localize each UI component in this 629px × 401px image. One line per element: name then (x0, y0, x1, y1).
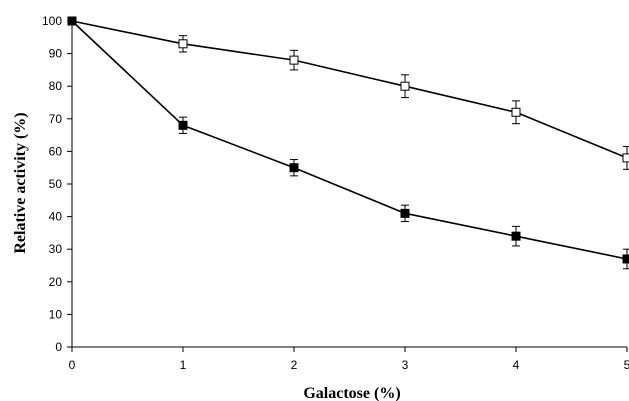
axes (71, 19, 627, 348)
y-axis-title: Relative activity (%) (12, 112, 29, 253)
open-square-marker (511, 107, 521, 117)
open-square-marker (289, 55, 299, 65)
x-axis-title: Galactose (%) (303, 385, 400, 401)
filled-square-marker (511, 231, 521, 241)
open-square-marker (400, 81, 410, 91)
y-tick-label: 0 (55, 340, 62, 354)
x-tick-label: 1 (180, 358, 187, 372)
filled-square-marker (400, 208, 410, 218)
series-open-square (67, 16, 629, 170)
axis-ticks: 0 10 20 30 40 50 60 70 80 90 100 0 1 2 3 4 5 (42, 14, 629, 372)
series-line (71, 20, 628, 260)
y-tick-label: 70 (49, 112, 63, 126)
y-tick-label: 50 (49, 177, 63, 191)
y-tick-label: 100 (42, 14, 62, 28)
y-tick-label: 80 (49, 79, 63, 93)
filled-square-marker (178, 120, 188, 130)
filled-square-marker (622, 254, 629, 264)
filled-square-marker (289, 163, 299, 173)
data-series (67, 16, 629, 270)
x-tick-label: 4 (513, 358, 520, 372)
x-tick-label: 2 (291, 358, 298, 372)
x-tick-label: 0 (69, 358, 76, 372)
x-tick-label: 3 (402, 358, 409, 372)
filled-square-marker (67, 16, 77, 26)
y-tick-label: 90 (49, 47, 63, 61)
y-tick-label: 10 (49, 307, 63, 321)
x-tick-label: 5 (624, 358, 629, 372)
series-filled-square (67, 16, 629, 270)
open-square-marker (622, 153, 629, 163)
y-tick-label: 20 (49, 275, 63, 289)
y-tick-label: 60 (49, 144, 63, 158)
open-square-marker (178, 39, 188, 49)
y-tick-label: 40 (49, 210, 63, 224)
y-tick-label: 30 (49, 242, 63, 256)
series-line (71, 20, 628, 159)
